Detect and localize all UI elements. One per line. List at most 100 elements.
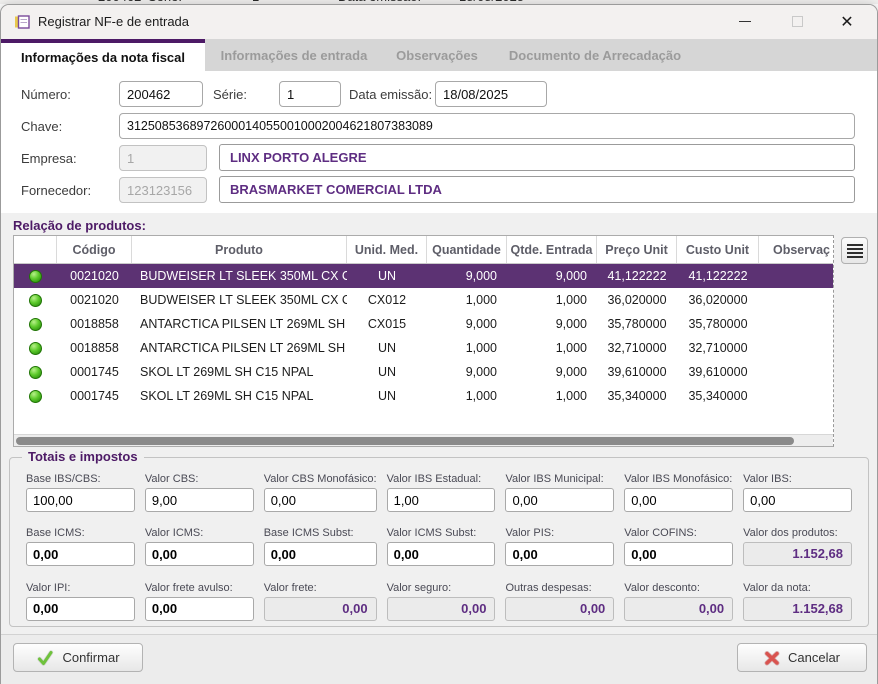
maximize-button: [775, 6, 819, 37]
field-label: Valor IBS Monofásico:: [624, 473, 733, 485]
cell-codigo: 0001745: [70, 389, 119, 403]
totais-fieldset: Totais e impostos Base IBS/CBS: Valor CB…: [9, 449, 869, 627]
col-header-observacao[interactable]: Observaç: [773, 242, 830, 257]
window-title: Registrar NF-e de entrada: [38, 14, 190, 29]
cell-codigo: 0018858: [70, 317, 119, 331]
data-emissao-label: Data emissão:: [349, 87, 433, 102]
horizontal-scrollbar-thumb[interactable]: [16, 437, 794, 445]
col-header-preco-unit[interactable]: Preço Unit: [597, 236, 677, 263]
status-led-icon: [29, 365, 42, 379]
base-icms-subst-input[interactable]: [263, 542, 377, 567]
field-label: Valor seguro:: [386, 581, 452, 594]
products-grid: Código Produto Unid. Med. Quantidade Qtd…: [13, 235, 834, 447]
cell-qtde-entrada: 1,000: [555, 341, 587, 355]
cell-qtde-entrada: 9,000: [555, 365, 587, 379]
cell-preco: 39,610000: [607, 365, 667, 379]
hamburger-icon: [846, 243, 863, 246]
valor-ibs-estadual-input[interactable]: [386, 488, 496, 512]
fornecedor-codigo-input: [119, 177, 207, 203]
cancel-button[interactable]: Cancelar: [737, 643, 867, 672]
cell-unid: UN: [377, 341, 397, 355]
table-row[interactable]: 0018858 ANTARCTICA PILSEN LT 269ML SH C/…: [14, 336, 833, 360]
table-row[interactable]: 0021020 BUDWEISER LT SLEEK 350ML CX CART…: [14, 264, 833, 288]
serie-input[interactable]: [279, 81, 341, 107]
cell-custo: 36,020000: [688, 293, 748, 307]
col-header-icon[interactable]: [14, 236, 57, 263]
valor-icms-subst-input[interactable]: [386, 542, 496, 567]
field-label: Valor frete:: [263, 581, 317, 594]
title-bar: Registrar NF-e de entrada ✕: [1, 5, 877, 39]
bg-fragment: 18/08/2025: [459, 0, 524, 4]
cell-custo: 35,340000: [688, 389, 748, 403]
chave-input[interactable]: [119, 113, 855, 139]
valor-ipi-input[interactable]: [26, 596, 135, 621]
cell-codigo: 0021020: [70, 293, 119, 307]
col-header-unid-med[interactable]: Unid. Med.: [347, 236, 427, 263]
tab-informacoes-entrada[interactable]: Informações de entrada: [220, 47, 368, 63]
cell-qtde-entrada: 1,000: [555, 293, 587, 307]
valor-frete-avulso-input[interactable]: [144, 596, 254, 621]
cell-produto: SKOL LT 269ML SH C15 NPAL: [140, 365, 314, 379]
confirm-button[interactable]: Confirmar: [13, 643, 143, 672]
valor-icms-input[interactable]: [144, 542, 254, 567]
status-led-icon: [29, 293, 42, 307]
cell-custo: 39,610000: [688, 365, 748, 379]
valor-ibs-input[interactable]: [743, 488, 852, 512]
grid-menu-button[interactable]: [841, 237, 868, 264]
bg-fragment: 1: [252, 0, 259, 4]
cell-custo: 35,780000: [688, 317, 748, 331]
field-label: Valor CBS Monofásico:: [263, 473, 377, 485]
valor-pis-input[interactable]: [505, 542, 615, 567]
minimize-button[interactable]: [723, 6, 767, 37]
cell-quantidade: 1,000: [465, 389, 497, 403]
table-row[interactable]: 0018858 ANTARCTICA PILSEN LT 269ML SH C/…: [14, 312, 833, 336]
field-label: Valor IBS Estadual:: [386, 473, 482, 485]
col-header-qtde-entrada[interactable]: Qtde. Entrada: [507, 236, 597, 263]
col-header-quantidade[interactable]: Quantidade: [427, 236, 507, 263]
valor-seguro-box: 0,00: [386, 596, 496, 621]
cell-codigo: 0001745: [70, 365, 119, 379]
bg-fragment: Série:: [148, 0, 182, 4]
maximize-icon: [791, 16, 803, 27]
field-label: Valor dos produtos:: [743, 527, 838, 540]
col-header-produto[interactable]: Produto: [132, 236, 347, 263]
valor-ibs-monofasico-input[interactable]: [624, 488, 734, 512]
valor-cbs-monofasico-input[interactable]: [263, 488, 377, 512]
col-header-codigo[interactable]: Código: [57, 236, 132, 263]
cell-produto: ANTARCTICA PILSEN LT 269ML SH C/15: [140, 317, 347, 331]
field-label: Outras despesas:: [505, 581, 592, 594]
status-led-icon: [29, 389, 42, 403]
bg-fragment: 200462: [98, 0, 141, 4]
data-emissao-input[interactable]: [435, 81, 547, 107]
status-led-icon: [29, 317, 42, 331]
tab-documento-arrecadacao[interactable]: Documento de Arrecadação: [508, 47, 682, 63]
footer-bar: Confirmar Cancelar: [1, 634, 877, 684]
cell-unid: UN: [377, 389, 397, 403]
valor-cofins-input[interactable]: [624, 542, 734, 567]
field-label: Valor COFINS:: [624, 527, 697, 540]
cell-quantidade: 9,000: [465, 317, 497, 331]
close-button[interactable]: ✕: [840, 13, 854, 31]
serie-label: Série:: [213, 87, 247, 102]
horizontal-scrollbar[interactable]: [14, 434, 833, 446]
cell-produto: SKOL LT 269ML SH C15 NPAL: [140, 389, 314, 403]
valor-ibs-municipal-input[interactable]: [505, 488, 615, 512]
background-window-sliver: 200462 Série: 1 Data emissão: 18/08/2025: [0, 0, 878, 4]
minimize-icon: [739, 21, 751, 22]
tab-observacoes[interactable]: Observações: [396, 47, 478, 63]
check-icon: [36, 649, 54, 667]
table-row[interactable]: 0001745 SKOL LT 269ML SH C15 NPAL UN 1,0…: [14, 384, 833, 408]
cell-produto: BUDWEISER LT SLEEK 350ML CX CART C: [140, 293, 347, 307]
table-row[interactable]: 0001745 SKOL LT 269ML SH C15 NPAL UN 9,0…: [14, 360, 833, 384]
field-label: Valor ICMS:: [144, 527, 204, 540]
numero-input[interactable]: [119, 81, 203, 107]
confirm-label: Confirmar: [62, 650, 120, 665]
col-header-custo-unit[interactable]: Custo Unit: [677, 236, 759, 263]
table-row[interactable]: 0021020 BUDWEISER LT SLEEK 350ML CX CART…: [14, 288, 833, 312]
valor-cbs-input[interactable]: [144, 488, 254, 512]
base-icms-input[interactable]: [26, 542, 135, 567]
base-ibs-cbs-input[interactable]: [26, 488, 135, 512]
totais-grid: Base IBS/CBS: Valor CBS: Valor CBS Monof…: [10, 458, 868, 626]
tab-informacoes-nota-fiscal[interactable]: Informações da nota fiscal: [1, 39, 205, 71]
form-icon: [14, 14, 30, 30]
